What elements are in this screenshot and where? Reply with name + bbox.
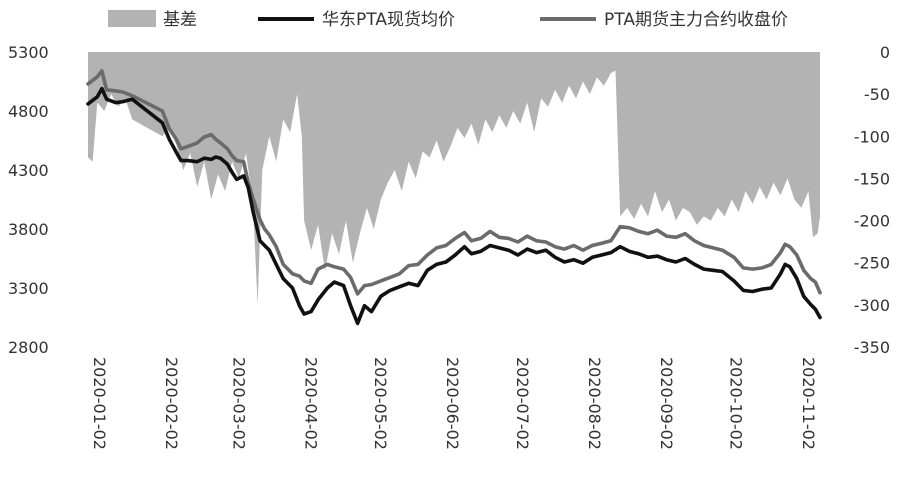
right-tick-label: -150 xyxy=(854,169,890,188)
right-tick-label: 0 xyxy=(880,43,890,62)
x-tick-label: 2020-01-02 xyxy=(90,357,109,450)
right-tick-label: -200 xyxy=(854,212,890,231)
spot-price-line xyxy=(86,86,822,326)
left-tick-label: 3800 xyxy=(8,220,49,239)
right-tick-label: -100 xyxy=(854,127,890,146)
x-axis: 2020-01-02 2020-02-02 2020-03-02 2020-04-02… xyxy=(90,357,818,450)
left-tick-label: 4300 xyxy=(8,161,49,180)
basis-area xyxy=(88,52,820,305)
right-axis: 0 -50 -100 -150 -200 -250 -300 -350 xyxy=(854,43,890,357)
futures-price-line xyxy=(86,69,822,296)
legend-label: PTA期货主力合约收盘价 xyxy=(604,10,788,30)
legend-label: 基差 xyxy=(163,10,197,30)
left-tick-label: 4800 xyxy=(8,102,49,121)
price-lines-layer xyxy=(86,69,822,326)
legend-label: 华东PTA现货均价 xyxy=(322,10,455,30)
left-axis: 5300 4800 4300 3800 3300 2800 xyxy=(8,43,49,357)
left-tick-label: 2800 xyxy=(8,338,49,357)
x-tick-label: 2020-06-02 xyxy=(443,357,462,450)
x-tick-label: 2020-05-02 xyxy=(371,357,390,450)
basis-area-layer xyxy=(88,52,820,305)
x-tick-label: 2020-09-02 xyxy=(657,357,676,450)
left-tick-label: 3300 xyxy=(8,279,49,298)
x-tick-label: 2020-11-02 xyxy=(799,357,818,450)
right-tick-label: -50 xyxy=(864,85,890,104)
legend-swatch-basis xyxy=(108,10,156,27)
x-tick-label: 2020-07-02 xyxy=(513,357,532,450)
legend: 基差 华东PTA现货均价 PTA期货主力合约收盘价 xyxy=(108,10,788,30)
x-tick-label: 2020-10-02 xyxy=(727,357,746,450)
left-tick-label: 5300 xyxy=(8,43,49,62)
x-tick-label: 2020-02-02 xyxy=(162,357,181,450)
right-tick-label: -300 xyxy=(854,296,890,315)
x-tick-label: 2020-04-02 xyxy=(302,357,321,450)
x-tick-label: 2020-03-02 xyxy=(229,357,248,450)
x-tick-label: 2020-08-02 xyxy=(585,357,604,450)
right-tick-label: -250 xyxy=(854,254,890,273)
right-tick-label: -350 xyxy=(854,338,890,357)
